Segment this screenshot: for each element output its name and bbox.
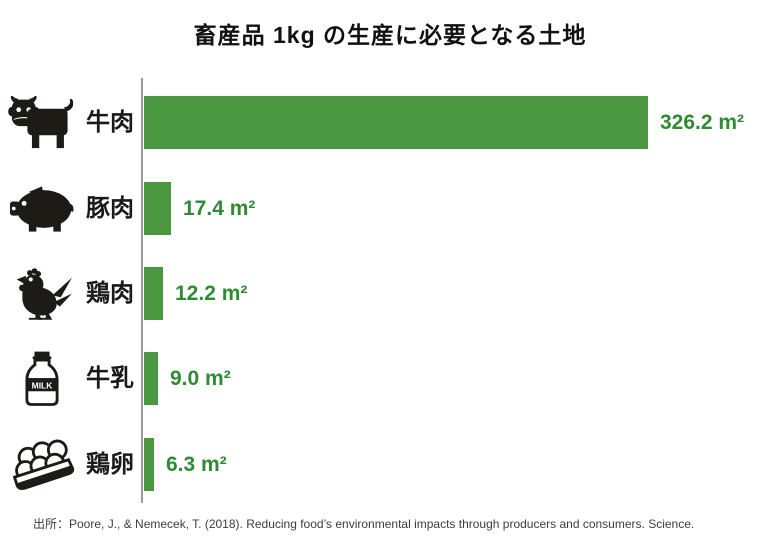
value-label: 9.0 m²	[170, 366, 231, 390]
category-label: 牛肉	[86, 109, 134, 136]
svg-text:MILK: MILK	[32, 380, 54, 390]
y-axis-line	[141, 78, 143, 503]
chart-title: 畜産品 1kg の生産に必要となる土地	[193, 22, 587, 48]
egg-carton-icon	[5, 438, 79, 491]
bar-beef	[144, 96, 648, 149]
source-citation: 出所：Poore, J., & Nemecek, T. (2018). Redu…	[33, 517, 695, 531]
category-label: 鶏肉	[86, 280, 134, 307]
chart-row-chicken: 鶏肉 12.2 m²	[0, 267, 780, 320]
bar-eggs	[144, 438, 154, 491]
chicken-icon	[5, 267, 79, 320]
chart-row-pork: 豚肉 17.4 m²	[0, 182, 780, 235]
cow-icon	[5, 96, 79, 149]
category-label: 牛乳	[86, 365, 134, 392]
pig-icon	[5, 182, 79, 235]
chart-row-eggs: 鶏卵 6.3 m²	[0, 438, 780, 491]
chart-row-milk: MILK 牛乳 9.0 m²	[0, 351, 780, 406]
chart-row-beef: 牛肉 326.2 m²	[0, 96, 780, 149]
value-label: 12.2 m²	[175, 281, 248, 305]
bar-chicken	[144, 267, 163, 320]
category-label: 鶏卵	[86, 451, 134, 478]
bar-pork	[144, 182, 171, 235]
value-label: 17.4 m²	[183, 196, 256, 220]
value-label: 326.2 m²	[660, 110, 745, 134]
value-label: 6.3 m²	[166, 452, 227, 476]
milk-bottle-icon: MILK	[5, 351, 79, 406]
bar-milk	[144, 352, 158, 405]
category-label: 豚肉	[86, 195, 134, 222]
